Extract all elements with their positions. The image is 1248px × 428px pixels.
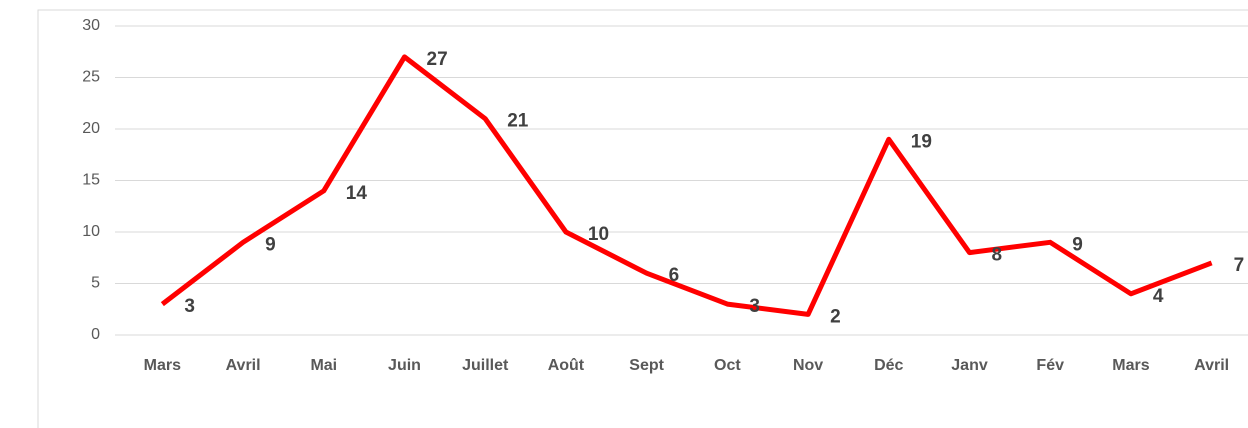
data-label: 6 <box>669 265 680 286</box>
x-tick-label: Mai <box>310 357 337 374</box>
x-tick-label: Sept <box>629 357 664 374</box>
x-tick-label: Juin <box>388 357 421 374</box>
y-tick-label: 5 <box>91 275 100 292</box>
x-tick-label: Nov <box>793 357 823 374</box>
data-label: 4 <box>1153 286 1164 307</box>
y-tick-label: 0 <box>91 326 100 343</box>
x-tick-label: Juillet <box>462 357 509 374</box>
data-label: 9 <box>1072 234 1083 255</box>
data-line <box>160 54 1213 317</box>
x-tick-label: Avril <box>226 357 261 374</box>
data-label: 14 <box>346 183 368 204</box>
y-tick-label: 20 <box>82 120 100 137</box>
x-tick-label: Déc <box>874 357 903 374</box>
y-tick-label: 25 <box>82 69 100 86</box>
x-tick-label: Fév <box>1036 357 1064 374</box>
data-label: 3 <box>184 296 195 317</box>
data-label: 10 <box>588 224 609 245</box>
data-label: 3 <box>749 296 760 317</box>
x-tick-label: Janv <box>951 357 988 374</box>
data-label: 9 <box>265 234 276 255</box>
data-label: 21 <box>507 111 529 132</box>
x-tick-label: Mars <box>1112 357 1149 374</box>
x-tick-label: Août <box>548 357 585 374</box>
y-tick-label: 10 <box>82 223 100 240</box>
chart-border <box>37 9 1248 428</box>
data-label: 7 <box>1234 255 1245 276</box>
x-tick-label: Oct <box>714 357 741 374</box>
data-label: 2 <box>830 306 841 327</box>
y-tick-label: 15 <box>82 172 100 189</box>
data-label: 27 <box>427 49 448 70</box>
data-label: 19 <box>911 131 932 152</box>
y-tick-label: 30 <box>82 17 100 34</box>
data-label: 8 <box>992 245 1003 266</box>
x-tick-label: Mars <box>144 357 181 374</box>
x-tick-label: Avril <box>1194 357 1229 374</box>
